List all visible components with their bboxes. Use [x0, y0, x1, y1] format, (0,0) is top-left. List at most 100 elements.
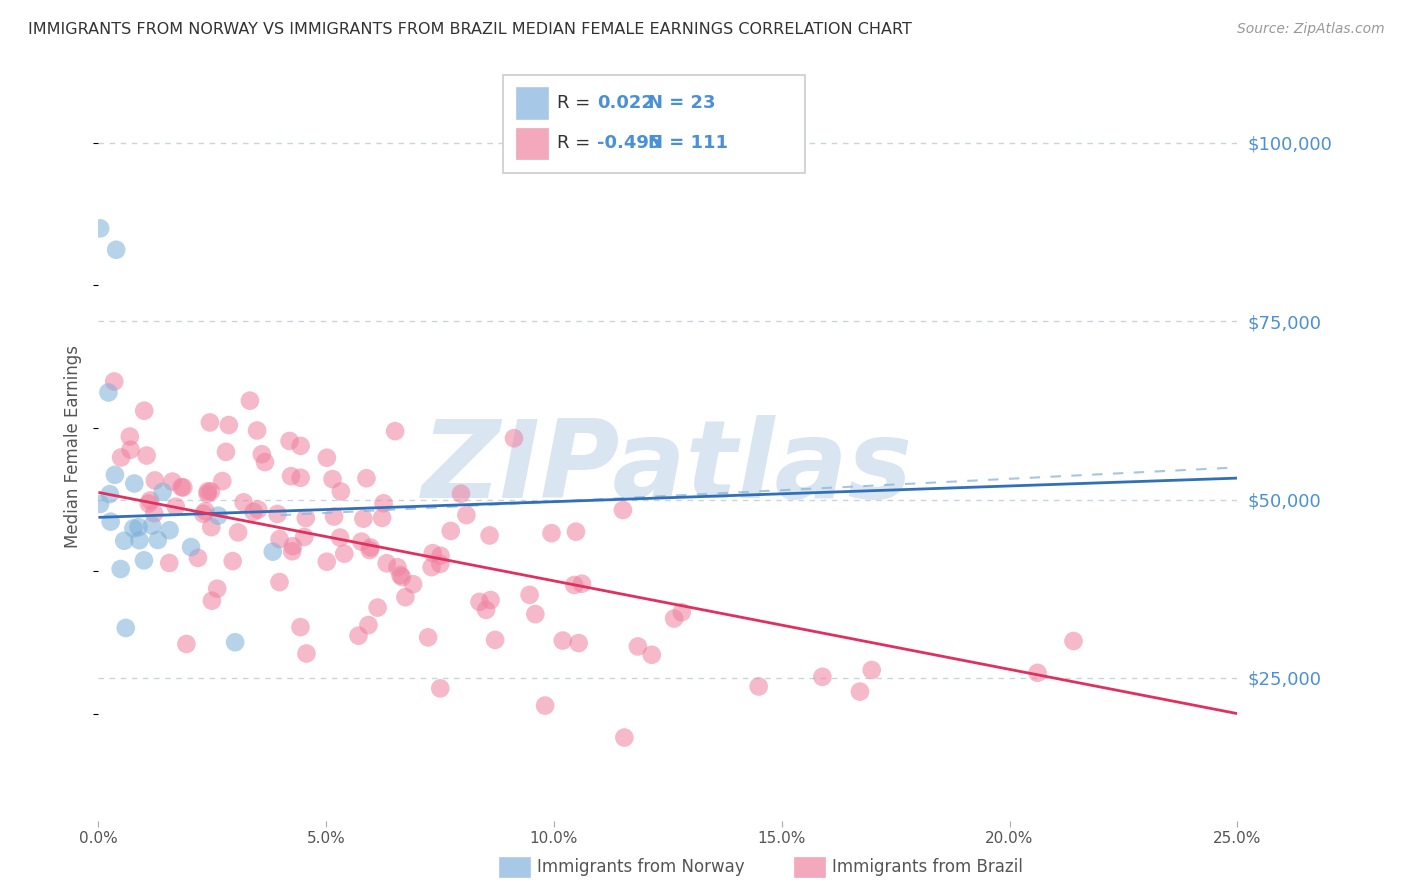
Point — [110, 450, 132, 465]
Point — [352, 511, 374, 525]
Point — [420, 560, 443, 574]
Point — [394, 591, 416, 605]
Point — [226, 525, 249, 540]
Point — [247, 502, 270, 516]
Point — [568, 636, 591, 650]
Point — [246, 424, 269, 438]
Bar — [516, 128, 548, 159]
Point — [292, 530, 315, 544]
Point — [384, 424, 406, 438]
Point — [422, 546, 444, 560]
Point — [373, 496, 395, 510]
Point — [112, 533, 135, 548]
Text: IMMIGRANTS FROM NORWAY VS IMMIGRANTS FROM BRAZIL MEDIAN FEMALE EARNINGS CORRELAT: IMMIGRANTS FROM NORWAY VS IMMIGRANTS FRO… — [28, 22, 912, 37]
Point — [290, 471, 312, 485]
Point — [232, 495, 254, 509]
Point — [207, 508, 229, 523]
Point — [165, 500, 187, 514]
Point — [295, 647, 318, 661]
Point — [359, 541, 381, 555]
Point — [534, 698, 557, 713]
Point — [329, 531, 352, 545]
Point — [860, 663, 883, 677]
Point — [662, 611, 685, 625]
Point — [475, 603, 498, 617]
Point — [416, 631, 439, 645]
Text: 0.022: 0.022 — [598, 94, 654, 112]
Point — [103, 375, 125, 389]
Point — [450, 487, 472, 501]
Point — [294, 511, 316, 525]
Point — [201, 593, 224, 607]
Text: -0.495: -0.495 — [598, 135, 662, 153]
Point — [134, 403, 156, 417]
Point — [180, 540, 202, 554]
Point — [211, 474, 233, 488]
Point — [565, 524, 588, 539]
Point — [193, 507, 215, 521]
Point — [215, 445, 238, 459]
Point — [176, 637, 198, 651]
Point — [128, 520, 150, 534]
Point — [1063, 634, 1085, 648]
Point — [468, 595, 491, 609]
Point — [104, 467, 127, 482]
Point — [132, 553, 155, 567]
Point — [139, 493, 162, 508]
Point — [128, 533, 150, 548]
Point — [114, 621, 136, 635]
Point — [197, 484, 219, 499]
Point — [120, 442, 142, 457]
Point — [110, 562, 132, 576]
Point — [356, 471, 378, 485]
Text: Immigrants from Norway: Immigrants from Norway — [537, 858, 745, 876]
Point — [641, 648, 664, 662]
Point — [849, 684, 872, 698]
Point — [391, 570, 413, 584]
Point — [524, 607, 547, 621]
Point — [478, 528, 501, 542]
Point — [280, 469, 302, 483]
Point — [429, 557, 451, 571]
Point — [89, 497, 111, 511]
Point — [281, 544, 304, 558]
Point — [221, 554, 243, 568]
Point — [367, 600, 389, 615]
Point — [278, 434, 301, 448]
Point — [122, 521, 145, 535]
Text: R =: R = — [557, 94, 596, 112]
Point — [350, 534, 373, 549]
Point — [811, 670, 834, 684]
Point — [371, 511, 394, 525]
Text: Source: ZipAtlas.com: Source: ZipAtlas.com — [1237, 22, 1385, 37]
Point — [224, 635, 246, 649]
Point — [315, 450, 337, 465]
Point — [172, 480, 194, 494]
Point — [484, 632, 506, 647]
Point — [250, 447, 273, 461]
Point — [269, 532, 291, 546]
Point — [627, 640, 650, 654]
Point — [519, 588, 541, 602]
Point — [198, 416, 221, 430]
Point — [290, 620, 312, 634]
Bar — [516, 87, 548, 119]
Point — [141, 518, 163, 533]
Point — [321, 472, 343, 486]
Point — [146, 533, 169, 547]
Point — [170, 480, 193, 494]
Point — [375, 556, 398, 570]
Point — [100, 515, 122, 529]
Point — [118, 429, 141, 443]
Point — [138, 496, 160, 510]
Point — [159, 523, 181, 537]
Point — [124, 476, 146, 491]
Point — [551, 633, 574, 648]
Point — [143, 506, 166, 520]
Point — [440, 524, 463, 538]
Point — [187, 550, 209, 565]
Point — [402, 577, 425, 591]
Point — [200, 520, 222, 534]
Point — [347, 629, 370, 643]
Point — [389, 568, 412, 582]
